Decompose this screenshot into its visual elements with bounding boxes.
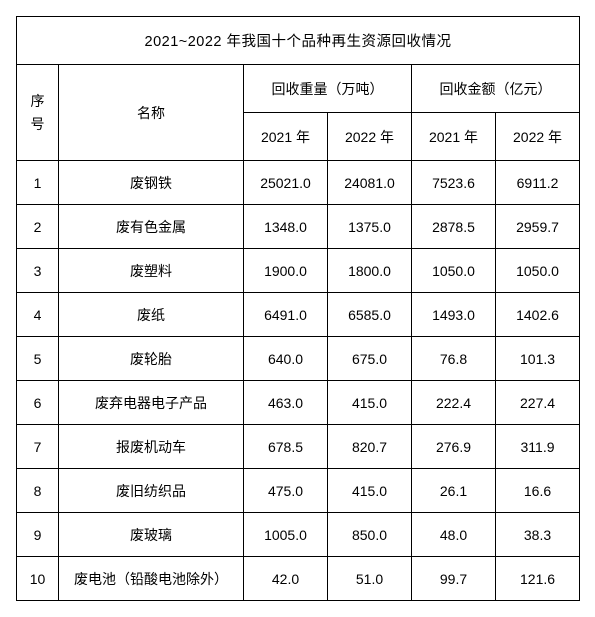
header-weight-2022: 2022 年	[328, 113, 412, 161]
recycling-table: 2021~2022 年我国十个品种再生资源回收情况 序 号 名称 回收重量（万吨…	[16, 16, 580, 601]
cell-seq: 5	[17, 337, 59, 381]
cell-a2022: 311.9	[496, 425, 580, 469]
cell-w2021: 6491.0	[244, 293, 328, 337]
cell-w2022: 415.0	[328, 381, 412, 425]
cell-a2022: 38.3	[496, 513, 580, 557]
cell-a2021: 1493.0	[412, 293, 496, 337]
cell-a2022: 16.6	[496, 469, 580, 513]
cell-a2021: 99.7	[412, 557, 496, 601]
cell-w2021: 1900.0	[244, 249, 328, 293]
cell-a2021: 276.9	[412, 425, 496, 469]
cell-a2021: 76.8	[412, 337, 496, 381]
cell-a2022: 121.6	[496, 557, 580, 601]
cell-a2021: 222.4	[412, 381, 496, 425]
header-name: 名称	[59, 65, 244, 161]
cell-w2021: 1348.0	[244, 205, 328, 249]
cell-w2021: 475.0	[244, 469, 328, 513]
cell-name: 废钢铁	[59, 161, 244, 205]
cell-w2022: 1800.0	[328, 249, 412, 293]
cell-seq: 8	[17, 469, 59, 513]
cell-w2022: 51.0	[328, 557, 412, 601]
cell-w2021: 463.0	[244, 381, 328, 425]
cell-seq: 2	[17, 205, 59, 249]
cell-w2022: 6585.0	[328, 293, 412, 337]
cell-name: 废轮胎	[59, 337, 244, 381]
cell-a2022: 101.3	[496, 337, 580, 381]
cell-w2021: 1005.0	[244, 513, 328, 557]
header-weight-group: 回收重量（万吨）	[244, 65, 412, 113]
table-row: 8废旧纺织品475.0415.026.116.6	[17, 469, 580, 513]
cell-name: 报废机动车	[59, 425, 244, 469]
cell-a2021: 7523.6	[412, 161, 496, 205]
cell-a2021: 2878.5	[412, 205, 496, 249]
cell-a2021: 1050.0	[412, 249, 496, 293]
cell-seq: 9	[17, 513, 59, 557]
cell-seq: 6	[17, 381, 59, 425]
cell-name: 废塑料	[59, 249, 244, 293]
cell-name: 废有色金属	[59, 205, 244, 249]
table-row: 10废电池（铅酸电池除外）42.051.099.7121.6	[17, 557, 580, 601]
header-weight-2021: 2021 年	[244, 113, 328, 161]
cell-seq: 7	[17, 425, 59, 469]
cell-w2021: 640.0	[244, 337, 328, 381]
cell-name: 废纸	[59, 293, 244, 337]
cell-a2022: 1050.0	[496, 249, 580, 293]
cell-w2021: 25021.0	[244, 161, 328, 205]
cell-a2022: 6911.2	[496, 161, 580, 205]
cell-a2022: 227.4	[496, 381, 580, 425]
table-row: 1废钢铁25021.024081.07523.66911.2	[17, 161, 580, 205]
cell-seq: 3	[17, 249, 59, 293]
cell-name: 废弃电器电子产品	[59, 381, 244, 425]
table-row: 4废纸6491.06585.01493.01402.6	[17, 293, 580, 337]
table-row: 9废玻璃1005.0850.048.038.3	[17, 513, 580, 557]
header-seq-line2: 号	[17, 113, 58, 135]
header-amount-2022: 2022 年	[496, 113, 580, 161]
header-seq-line1: 序	[17, 90, 58, 112]
cell-w2022: 415.0	[328, 469, 412, 513]
cell-w2021: 678.5	[244, 425, 328, 469]
cell-name: 废旧纺织品	[59, 469, 244, 513]
cell-w2022: 24081.0	[328, 161, 412, 205]
table-row: 2废有色金属1348.01375.02878.52959.7	[17, 205, 580, 249]
cell-w2022: 850.0	[328, 513, 412, 557]
cell-seq: 1	[17, 161, 59, 205]
cell-w2022: 820.7	[328, 425, 412, 469]
header-amount-2021: 2021 年	[412, 113, 496, 161]
cell-w2022: 675.0	[328, 337, 412, 381]
table-row: 7报废机动车678.5820.7276.9311.9	[17, 425, 580, 469]
cell-seq: 4	[17, 293, 59, 337]
cell-a2021: 26.1	[412, 469, 496, 513]
cell-a2022: 1402.6	[496, 293, 580, 337]
cell-seq: 10	[17, 557, 59, 601]
cell-a2022: 2959.7	[496, 205, 580, 249]
table-row: 6废弃电器电子产品463.0415.0222.4227.4	[17, 381, 580, 425]
cell-name: 废玻璃	[59, 513, 244, 557]
table-title: 2021~2022 年我国十个品种再生资源回收情况	[17, 17, 580, 65]
header-amount-group: 回收金额（亿元）	[412, 65, 580, 113]
header-seq: 序 号	[17, 65, 59, 161]
cell-a2021: 48.0	[412, 513, 496, 557]
table-row: 3废塑料1900.01800.01050.01050.0	[17, 249, 580, 293]
table-row: 5废轮胎640.0675.076.8101.3	[17, 337, 580, 381]
cell-w2022: 1375.0	[328, 205, 412, 249]
cell-w2021: 42.0	[244, 557, 328, 601]
cell-name: 废电池（铅酸电池除外）	[59, 557, 244, 601]
